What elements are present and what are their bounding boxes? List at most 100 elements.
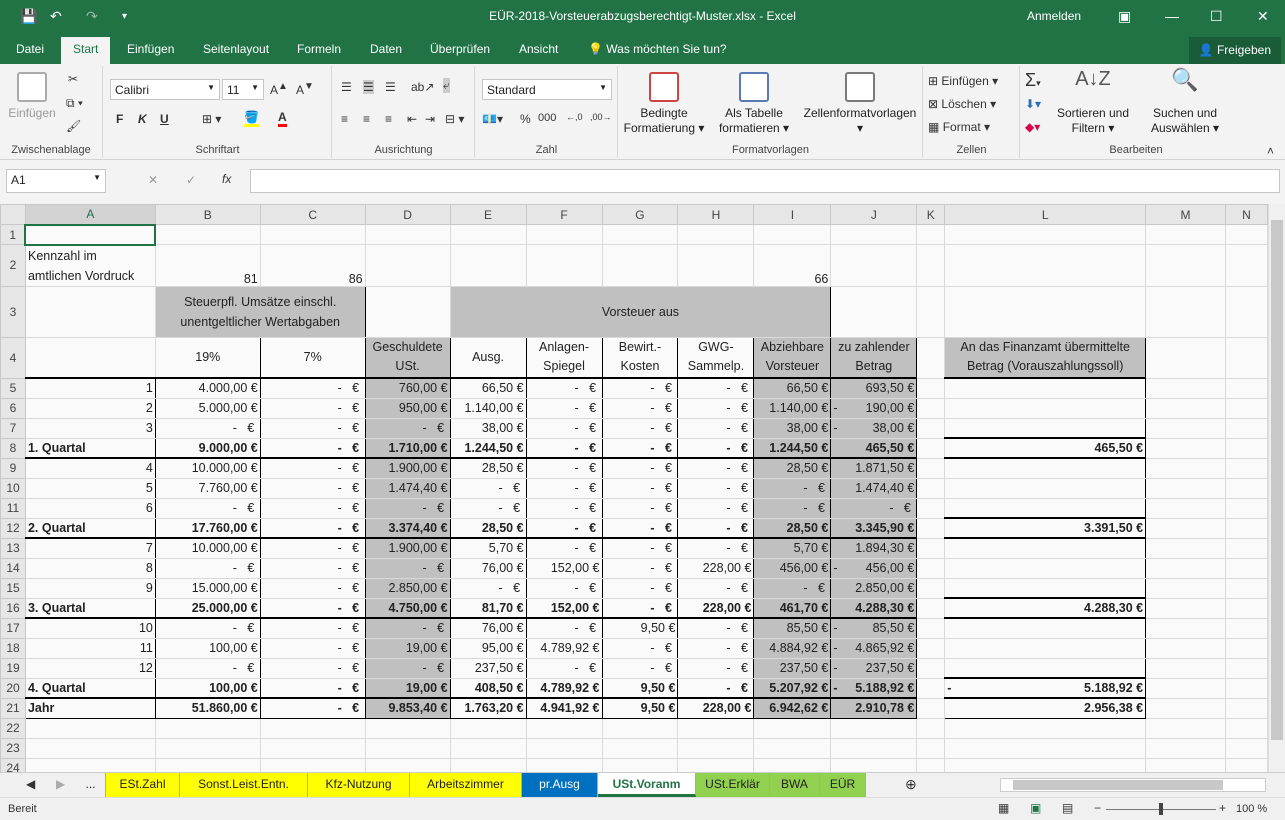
cut-icon[interactable]: ✂ xyxy=(68,72,79,86)
row-label[interactable]: 9 xyxy=(24,577,156,599)
value-cell[interactable] xyxy=(944,657,1147,679)
value-cell[interactable]: 456,00 € xyxy=(753,557,832,579)
cell[interactable] xyxy=(1224,437,1268,459)
value-cell[interactable]: - € xyxy=(449,497,527,519)
align-middle-icon[interactable]: ☰ xyxy=(363,80,374,94)
redo-icon[interactable]: ↷ xyxy=(86,8,98,24)
value-cell[interactable]: - € xyxy=(677,617,755,639)
tab-einfuegen[interactable]: Einfügen xyxy=(127,42,175,56)
value-cell[interactable]: - € xyxy=(154,657,261,679)
value-cell[interactable]: - € xyxy=(259,517,366,539)
row-header[interactable]: 5 xyxy=(0,377,26,399)
sheet-tab-arbeitszimmer[interactable]: Arbeitszimmer xyxy=(410,773,522,797)
cell[interactable] xyxy=(525,737,603,759)
cell[interactable] xyxy=(449,224,527,245)
cell[interactable] xyxy=(24,285,156,338)
cell[interactable] xyxy=(1145,737,1226,759)
row-label[interactable]: 3 xyxy=(24,417,156,439)
cell[interactable] xyxy=(154,737,261,759)
cell[interactable] xyxy=(1224,417,1268,439)
value-cell[interactable]: 228,00 € xyxy=(677,597,755,619)
value-cell[interactable]: 38,00 € xyxy=(753,417,832,439)
value-cell[interactable]: 95,00 € xyxy=(449,637,527,659)
value-cell[interactable]: - 4.865,92 € xyxy=(830,637,918,659)
cell[interactable] xyxy=(1145,397,1226,419)
cell[interactable] xyxy=(1145,677,1226,699)
value-cell[interactable]: - € xyxy=(677,457,755,479)
cell[interactable] xyxy=(1145,537,1226,559)
value-cell[interactable]: - € xyxy=(601,457,679,479)
value-cell[interactable]: 28,50 € xyxy=(449,517,527,539)
value-cell[interactable]: - € xyxy=(525,617,603,639)
cell[interactable] xyxy=(1224,517,1268,539)
cell[interactable] xyxy=(1224,477,1268,499)
sign-in-link[interactable]: Anmelden xyxy=(1027,9,1082,23)
borders-icon[interactable]: ⊞ ▾ xyxy=(202,112,222,126)
column-header-n[interactable]: N xyxy=(1224,204,1268,225)
row-header[interactable]: 18 xyxy=(0,637,26,659)
cell[interactable] xyxy=(944,717,1147,739)
value-cell[interactable]: 4.884,92 € xyxy=(753,637,832,659)
value-cell[interactable]: - € xyxy=(601,637,679,659)
value-cell[interactable]: - € xyxy=(259,437,366,459)
column-header-c[interactable]: C xyxy=(259,204,366,225)
cell[interactable] xyxy=(753,737,832,759)
value-cell[interactable]: - 5.188,92 € xyxy=(830,677,918,699)
value-cell[interactable] xyxy=(916,537,946,559)
row-label[interactable]: 11 xyxy=(24,637,156,659)
value-cell[interactable]: 9.853,40 € xyxy=(364,697,451,719)
value-cell[interactable]: 2.850,00 € xyxy=(364,577,451,599)
number-format-select[interactable]: Standard ▼ xyxy=(482,79,612,100)
value-cell[interactable] xyxy=(916,697,946,719)
select-all-corner[interactable] xyxy=(0,204,26,225)
value-cell[interactable]: - € xyxy=(525,397,603,419)
cell[interactable] xyxy=(1145,657,1226,679)
row-header[interactable]: 21 xyxy=(0,697,26,719)
column-header-b[interactable]: B xyxy=(154,204,261,225)
merge-center-icon[interactable]: ⊟ ▾ xyxy=(445,112,465,126)
value-cell[interactable]: - € xyxy=(364,417,451,439)
cell[interactable] xyxy=(154,224,261,245)
value-cell[interactable]: - € xyxy=(601,397,679,419)
value-cell[interactable]: - € xyxy=(525,457,603,479)
cell[interactable] xyxy=(364,717,451,739)
cell[interactable] xyxy=(364,224,451,245)
value-cell[interactable]: 5,70 € xyxy=(753,537,832,559)
value-cell[interactable]: 1.140,00 € xyxy=(449,397,527,419)
value-cell[interactable]: 9.000,00 € xyxy=(154,437,261,459)
value-cell[interactable]: 152,00 € xyxy=(525,597,603,619)
ribbon-display-icon[interactable]: ▣ xyxy=(1118,8,1132,24)
value-cell[interactable]: - € xyxy=(601,557,679,579)
value-cell[interactable]: - € xyxy=(525,497,603,519)
value-cell[interactable] xyxy=(944,417,1147,439)
row-header[interactable]: 23 xyxy=(0,737,26,759)
cell[interactable] xyxy=(1145,244,1226,287)
sheet-tab-ust-erklär[interactable]: USt.Erklär xyxy=(696,773,770,797)
column-label[interactable]: Abziehbare Vorsteuer xyxy=(753,336,832,379)
column-header-g[interactable]: G xyxy=(601,204,679,225)
value-cell[interactable]: 10.000,00 € xyxy=(154,537,261,559)
row-header[interactable]: 20 xyxy=(0,677,26,699)
value-cell[interactable]: - € xyxy=(753,577,832,599)
row-label[interactable]: 4. Quartal xyxy=(24,677,156,699)
value-cell[interactable]: - € xyxy=(601,517,679,539)
cell[interactable] xyxy=(24,717,156,739)
value-cell[interactable]: - € xyxy=(601,417,679,439)
row-label[interactable]: 4 xyxy=(24,457,156,479)
customize-toolbar-icon[interactable]: ▾ xyxy=(122,11,128,22)
value-cell[interactable] xyxy=(944,557,1147,579)
clear-icon[interactable]: ◆▾ xyxy=(1025,120,1041,134)
value-cell[interactable]: - € xyxy=(259,477,366,499)
cell[interactable] xyxy=(259,737,366,759)
row-header[interactable]: 10 xyxy=(0,477,26,499)
tab-ansicht[interactable]: Ansicht xyxy=(519,42,559,56)
column-label[interactable]: 19% xyxy=(154,336,261,379)
value-cell[interactable]: - € xyxy=(259,577,366,599)
row-header[interactable]: 12 xyxy=(0,517,26,539)
row-header[interactable]: 6 xyxy=(0,397,26,419)
insert-function-button[interactable]: fx xyxy=(222,172,232,186)
value-cell[interactable]: 81,70 € xyxy=(449,597,527,619)
value-cell[interactable]: 1.140,00 € xyxy=(753,397,832,419)
value-cell[interactable] xyxy=(944,617,1147,639)
cell[interactable] xyxy=(364,244,451,287)
